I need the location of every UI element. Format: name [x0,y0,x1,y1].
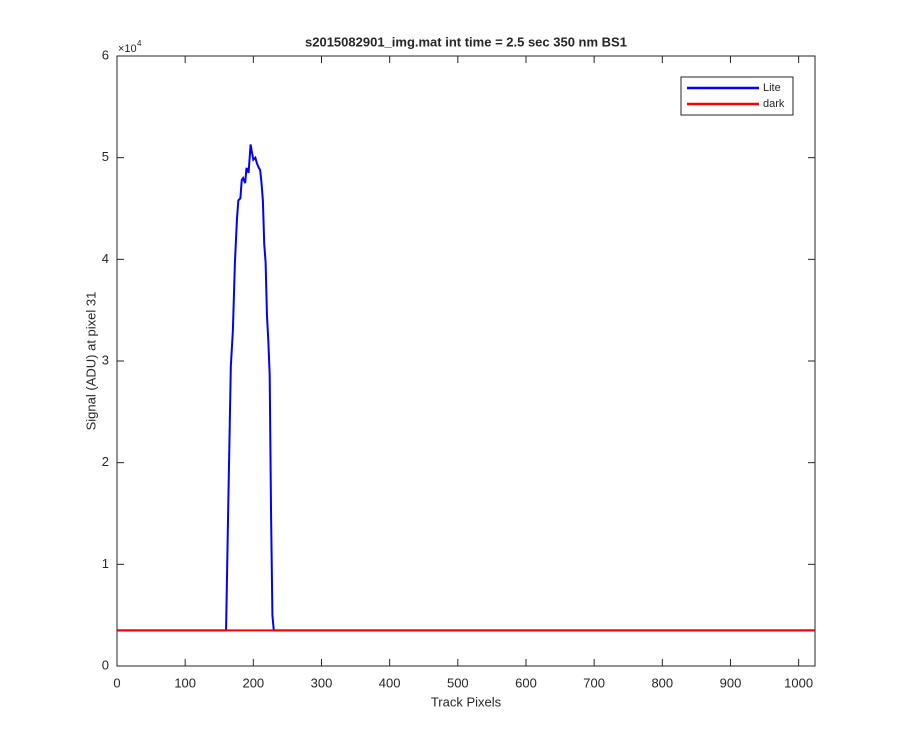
x-tick-label: 900 [720,675,742,690]
legend-box [680,76,794,116]
x-tick-label: 500 [447,675,469,690]
x-tick-label: 200 [242,675,264,690]
x-tick-label: 400 [379,675,401,690]
x-tick-label: 0 [113,675,120,690]
x-tick-label: 800 [651,675,673,690]
x-tick-label: 1000 [784,675,813,690]
x-tick-label: 700 [583,675,605,690]
y-multiplier-exponent: 4 [137,39,142,48]
y-tick-label: 0 [102,657,109,672]
chart-title: s2015082901_img.mat int time = 2.5 sec 3… [305,34,627,49]
legend-label: dark [763,98,785,110]
x-tick-label: 600 [515,675,537,690]
y-tick-label: 5 [102,149,109,164]
axes-box [116,55,816,667]
y-tick-label: 6 [102,47,109,62]
y-multiplier: ×10 [118,43,137,55]
data-line [117,144,815,632]
x-tick-label: 100 [174,675,196,690]
legend-label: Lite [763,82,781,94]
y-tick-label: 4 [102,251,109,266]
y-tick-label: 1 [102,556,109,571]
x-tick-label: 300 [311,675,333,690]
y-axis-label: Signal (ADU) at pixel 31 [83,292,98,431]
y-tick-label: 3 [102,352,109,367]
y-tick-label: 2 [102,454,109,469]
x-axis-label: Track Pixels [431,694,502,709]
